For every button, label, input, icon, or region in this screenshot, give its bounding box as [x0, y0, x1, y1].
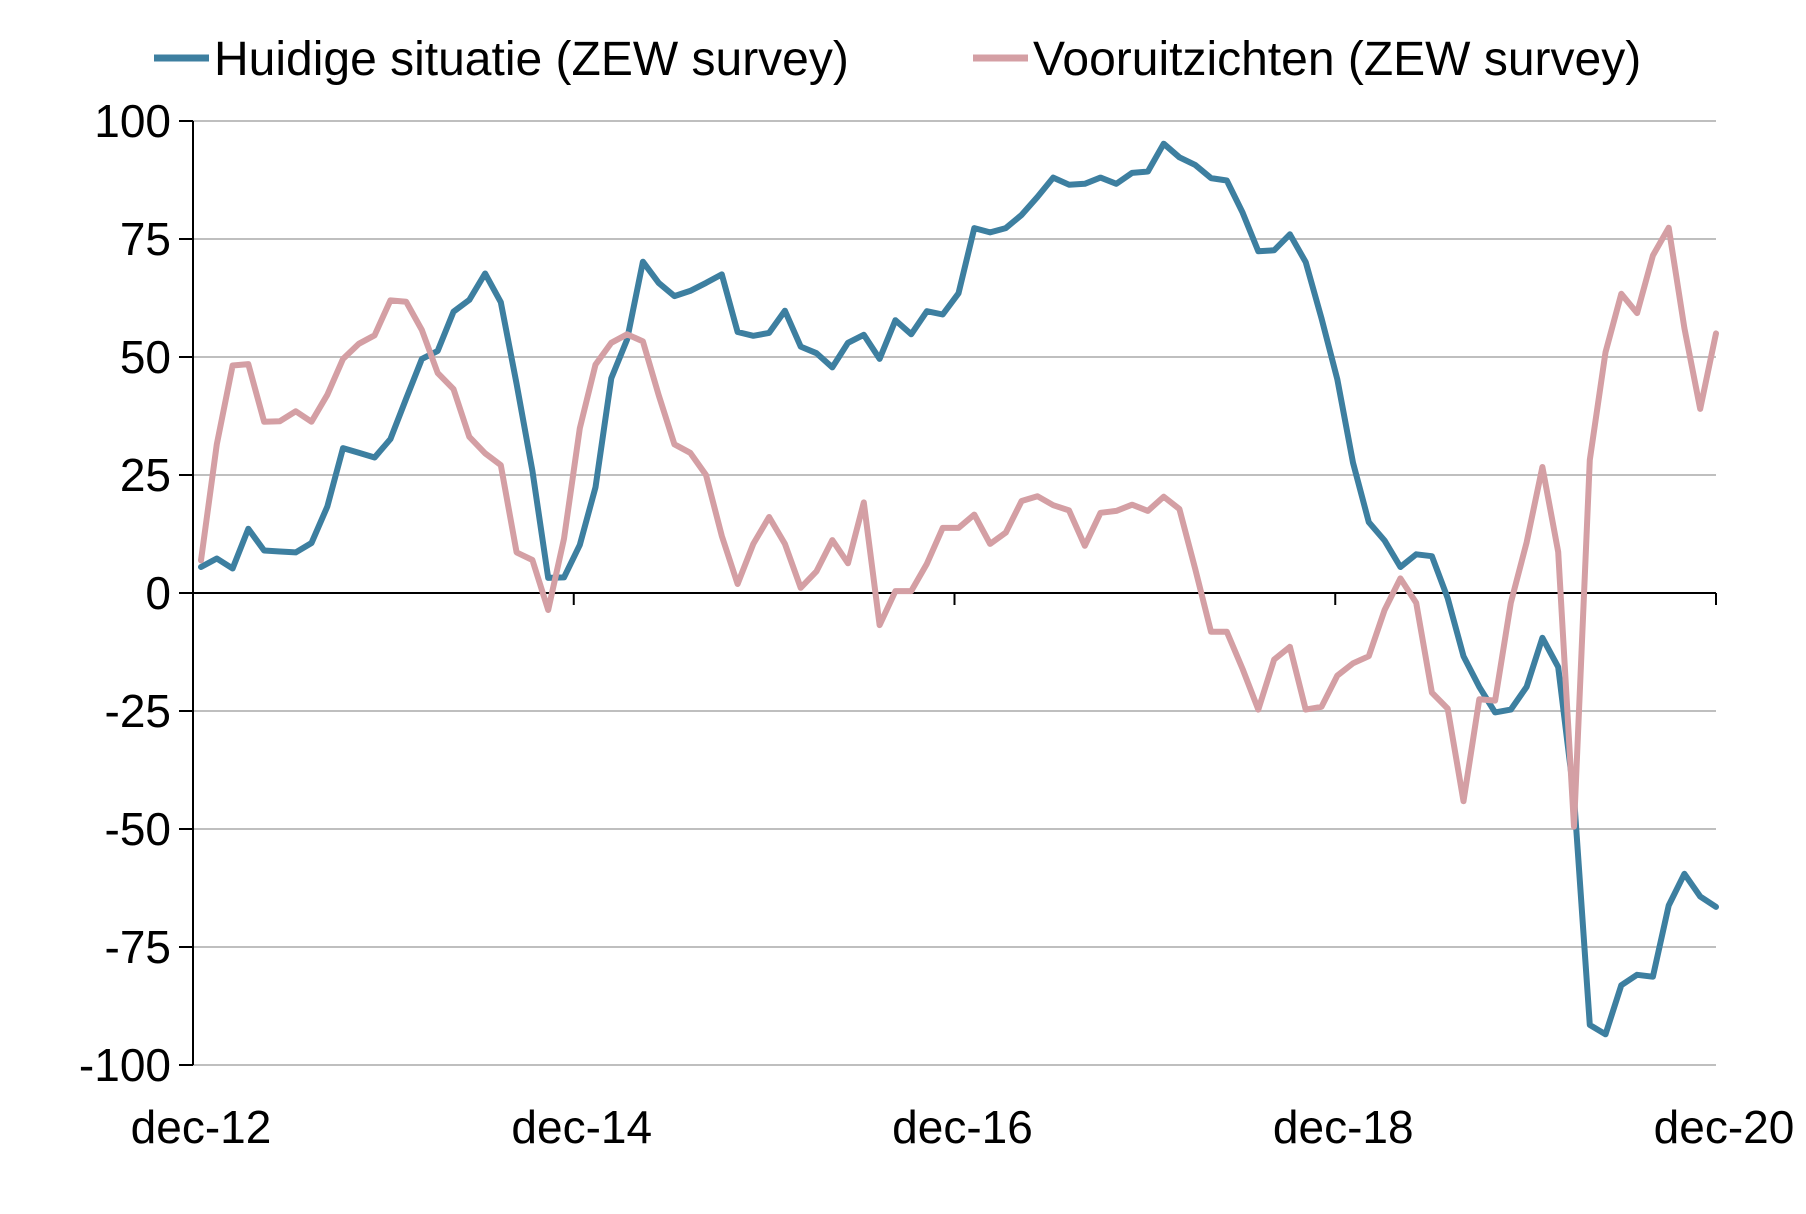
axes: 100 75 50 25 0 -25 -50 -75 -100 dec-12 dec-14 dec-1… — [79, 95, 1794, 1153]
y-tick-label: -25 — [105, 685, 171, 737]
series-line-0 — [198, 140, 1719, 1038]
gridlines — [193, 120, 1716, 1066]
series-lines — [198, 140, 1719, 1038]
x-tick-label: dec-18 — [1273, 1101, 1414, 1153]
y-tick-label: 75 — [120, 213, 171, 265]
legend-label: Vooruitzichten (ZEW survey) — [1033, 33, 1641, 86]
y-tick-label: 100 — [94, 95, 171, 147]
y-tick-label: -50 — [105, 803, 171, 855]
y-tick-label: 50 — [120, 331, 171, 383]
y-tick-label: 0 — [145, 567, 171, 619]
series-line-1 — [198, 224, 1719, 830]
x-tick-label: dec-14 — [511, 1101, 652, 1153]
x-tick-label: dec-20 — [1654, 1101, 1795, 1153]
legend-label: Huidige situatie (ZEW survey) — [214, 33, 849, 86]
y-tick-label: 25 — [120, 449, 171, 501]
y-tick-label: -75 — [105, 921, 171, 973]
x-tick-label: dec-12 — [131, 1101, 272, 1153]
x-tick-label: dec-16 — [892, 1101, 1033, 1153]
legend: Huidige situatie (ZEW survey) Vooruitzich… — [154, 33, 1641, 86]
y-tick-label: -100 — [79, 1039, 171, 1091]
